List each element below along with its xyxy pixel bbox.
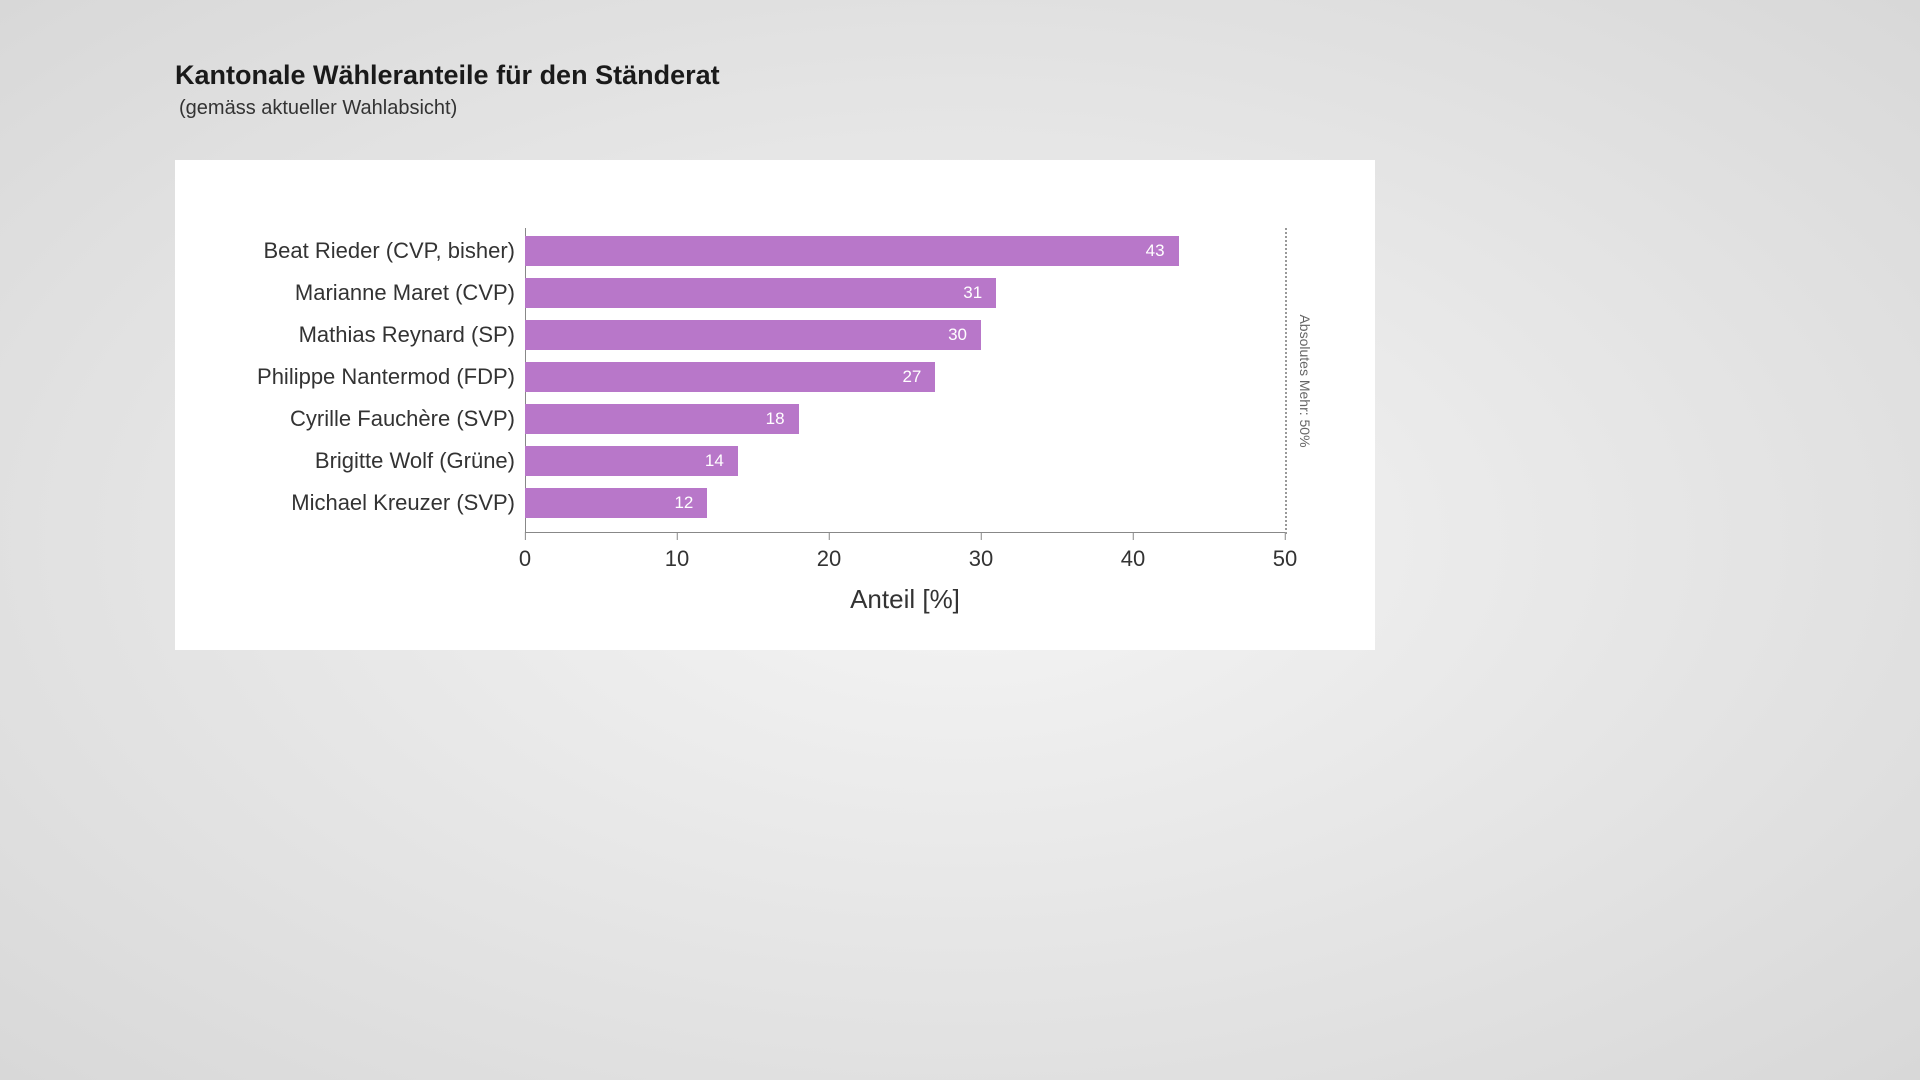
bar: 27 [525,362,935,392]
y-axis-label: Marianne Maret (CVP) [175,280,525,306]
bar: 30 [525,320,981,350]
chart-row: Marianne Maret (CVP) 31 [175,272,1375,314]
chart-subtitle: (gemäss aktueller Wahlabsicht) [179,97,1375,120]
reference-line: Absolutes Mehr: 50% [1285,228,1287,534]
y-axis-label: Cyrille Fauchère (SVP) [175,406,525,432]
bar-area: 27 [525,362,1285,392]
x-tick: 40 [1121,532,1145,572]
y-axis-label: Michael Kreuzer (SVP) [175,490,525,516]
bar-area: 14 [525,446,1285,476]
bar-value-label: 27 [902,367,921,387]
chart-card: Beat Rieder (CVP, bisher) 43 Marianne Mare… [175,160,1375,650]
x-tick-label: 30 [969,546,993,572]
bar-area: 30 [525,320,1285,350]
x-axis-title: Anteil [%] [525,584,1285,615]
y-axis-label: Mathias Reynard (SP) [175,322,525,348]
x-axis-line [525,532,1285,533]
chart-row: Beat Rieder (CVP, bisher) 43 [175,230,1375,272]
x-tick-label: 20 [817,546,841,572]
x-tick-label: 50 [1273,546,1297,572]
bar-value-label: 30 [948,325,967,345]
bar-area: 31 [525,278,1285,308]
x-tick-label: 10 [665,546,689,572]
bar-area: 18 [525,404,1285,434]
bar-area: 12 [525,488,1285,518]
chart-row: Cyrille Fauchère (SVP) 18 [175,398,1375,440]
x-tick-label: 40 [1121,546,1145,572]
reference-line-label: Absolutes Mehr: 50% [1297,314,1313,447]
chart-row: Mathias Reynard (SP) 30 [175,314,1375,356]
bar: 14 [525,446,738,476]
bar-value-label: 43 [1146,241,1165,261]
x-tick-mark [828,532,829,540]
bar: 43 [525,236,1179,266]
bar: 18 [525,404,799,434]
y-axis-label: Philippe Nantermod (FDP) [175,364,525,390]
x-tick-mark [525,532,526,540]
chart-title: Kantonale Wähleranteile für den Ständera… [175,60,1375,91]
chart-row: Philippe Nantermod (FDP) 27 [175,356,1375,398]
x-tick-mark [980,532,981,540]
chart-row: Brigitte Wolf (Grüne) 14 [175,440,1375,482]
bars-container: Beat Rieder (CVP, bisher) 43 Marianne Mare… [175,230,1375,524]
x-tick: 20 [817,532,841,572]
x-tick-label: 0 [519,546,531,572]
chart-row: Michael Kreuzer (SVP) 12 [175,482,1375,524]
x-tick: 10 [665,532,689,572]
page-container: Kantonale Wähleranteile für den Ständera… [175,60,1375,650]
bar-value-label: 31 [963,283,982,303]
bar: 12 [525,488,707,518]
bar-value-label: 14 [705,451,724,471]
bar: 31 [525,278,996,308]
bar-area: 43 [525,236,1285,266]
bar-value-label: 18 [766,409,785,429]
x-tick-mark [676,532,677,540]
x-tick: 50 [1273,532,1297,572]
x-tick: 0 [519,532,531,572]
y-axis-label: Beat Rieder (CVP, bisher) [175,238,525,264]
bar-value-label: 12 [674,493,693,513]
x-tick-mark [1132,532,1133,540]
x-tick: 30 [969,532,993,572]
y-axis-label: Brigitte Wolf (Grüne) [175,448,525,474]
